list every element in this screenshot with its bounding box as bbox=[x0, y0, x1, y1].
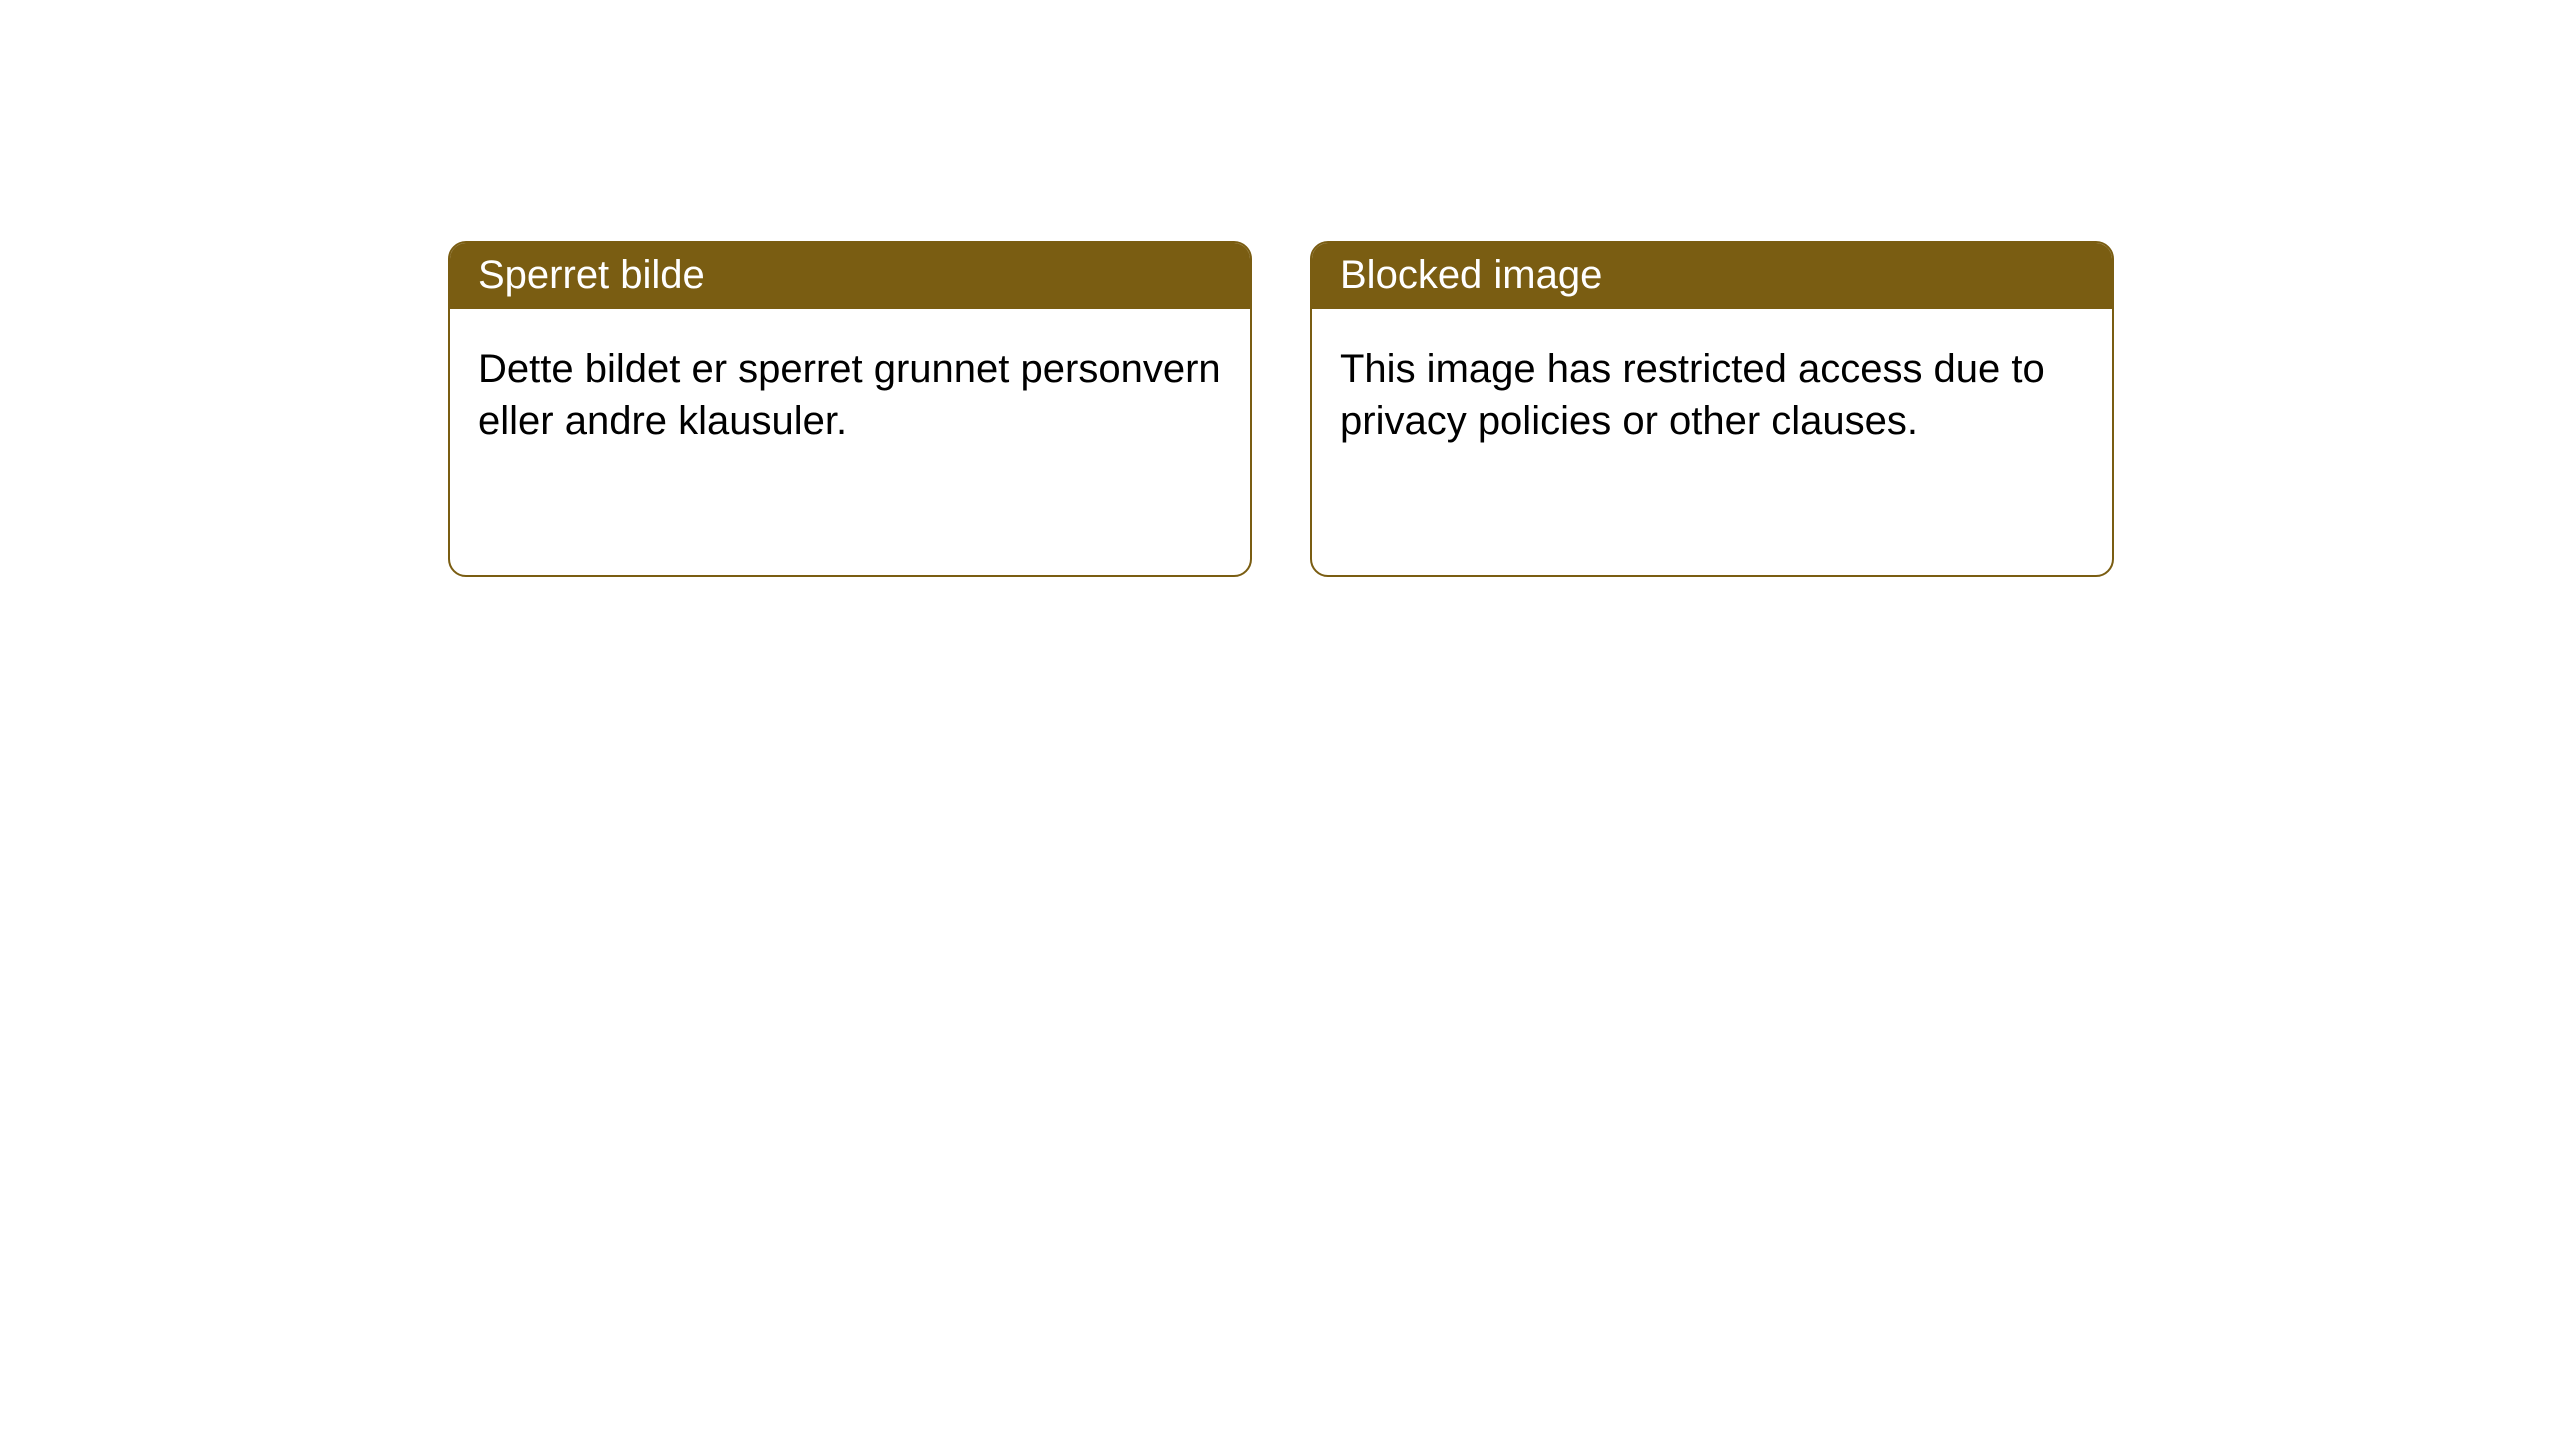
notice-card-norwegian: Sperret bilde Dette bildet er sperret gr… bbox=[448, 241, 1252, 577]
notice-container: Sperret bilde Dette bildet er sperret gr… bbox=[0, 0, 2560, 577]
notice-title: Blocked image bbox=[1340, 253, 1602, 297]
notice-card-header: Blocked image bbox=[1312, 243, 2112, 309]
notice-card-header: Sperret bilde bbox=[450, 243, 1250, 309]
notice-card-english: Blocked image This image has restricted … bbox=[1310, 241, 2114, 577]
notice-title: Sperret bilde bbox=[478, 253, 705, 297]
notice-body-text: This image has restricted access due to … bbox=[1340, 347, 2045, 443]
notice-card-body: This image has restricted access due to … bbox=[1312, 309, 2112, 481]
notice-card-body: Dette bildet er sperret grunnet personve… bbox=[450, 309, 1250, 481]
notice-body-text: Dette bildet er sperret grunnet personve… bbox=[478, 347, 1221, 443]
